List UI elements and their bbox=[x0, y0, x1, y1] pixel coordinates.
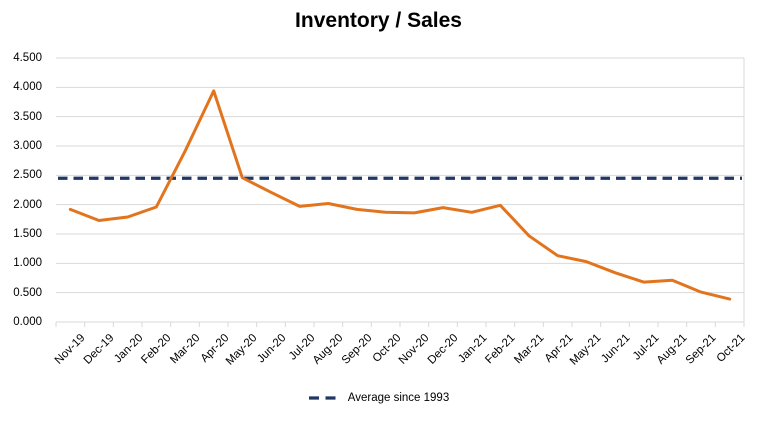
inventory-sales-line bbox=[68, 89, 732, 301]
y-tick-label: 1.000 bbox=[13, 257, 42, 270]
y-tick-label: 3.000 bbox=[13, 140, 42, 152]
y-tick-label: 4.500 bbox=[13, 52, 42, 64]
y-tick-label: 2.000 bbox=[13, 198, 42, 211]
average-dash-icon bbox=[308, 396, 339, 400]
y-tick-label: 3.500 bbox=[13, 110, 42, 123]
chart-title: Inventory / Sales bbox=[295, 9, 462, 32]
legend-label: Average since 1993 bbox=[347, 392, 450, 404]
x-axis-ticks bbox=[55, 58, 745, 327]
y-tick-label: 0.000 bbox=[13, 316, 42, 328]
y-tick-label: 0.500 bbox=[13, 286, 42, 299]
legend: Average since 1993 bbox=[0, 392, 757, 404]
y-tick-label: 2.500 bbox=[13, 169, 42, 182]
y-tick-label: 4.000 bbox=[13, 81, 42, 94]
y-tick-label: 1.500 bbox=[13, 228, 42, 240]
